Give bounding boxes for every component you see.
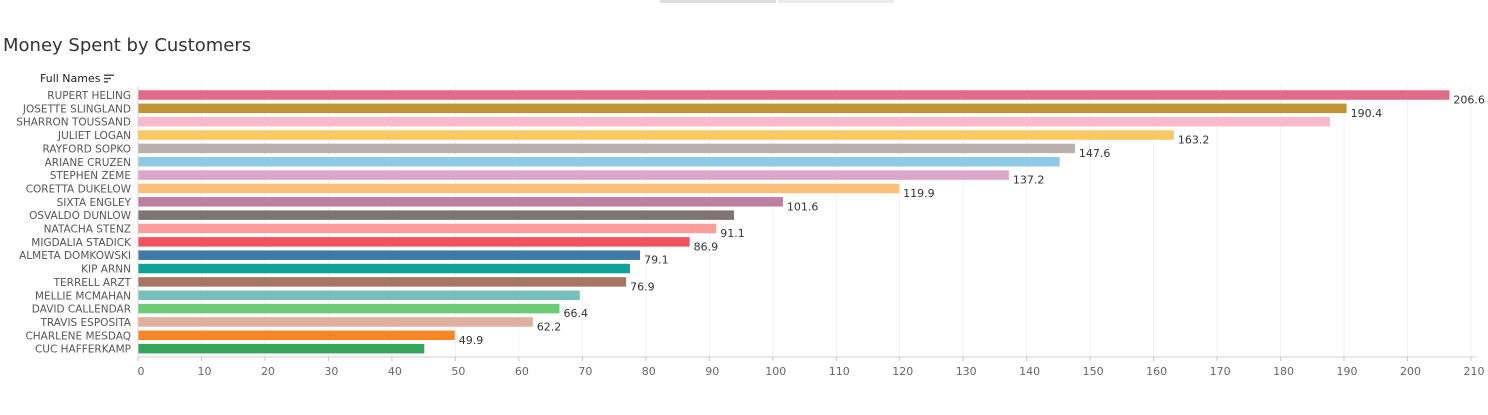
value-label: 190.4 [1351,107,1383,120]
category-label: SHARRON TOUSSAND [16,117,131,129]
value-label: 66.4 [563,307,588,320]
bar[interactable] [138,210,735,220]
bar[interactable] [138,317,533,327]
bar[interactable] [138,330,455,341]
x-tick-label: 190 [1337,365,1358,378]
bar[interactable] [138,290,580,301]
value-label: 49.9 [459,334,484,347]
category-label: KIP ARNN [81,264,131,276]
category-header-label: Full Names [40,72,101,85]
x-tick-label: 160 [1146,365,1167,378]
category-label: DAVID CALLENDAR [32,304,131,316]
category-label: OSVALDO DUNLOW [29,210,132,222]
x-tick-label: 150 [1083,365,1104,378]
bar[interactable] [138,103,1347,114]
category-label: MIGDALIA STADICK [31,237,132,249]
sort-icon[interactable] [103,74,114,83]
top-tab-2[interactable] [778,0,894,3]
x-tick-label: 200 [1400,365,1421,378]
bar[interactable] [138,263,630,274]
x-tick-label: 80 [642,365,656,378]
bar[interactable] [138,303,560,314]
category-label: RUPERT HELING [47,90,131,102]
x-tick-label: 120 [892,365,913,378]
value-label: 206.6 [1453,94,1485,107]
value-labels: 206.6 190.4 163.2 147.6 137.2 119.9 101.6 91.18… [459,94,1485,347]
category-header: Full Names [40,72,114,85]
chart-title: Money Spent by Customers [3,35,252,56]
bar[interactable] [138,116,1331,127]
x-tick-label: 90 [705,365,719,378]
category-label: CUC HAFFERKAMP [35,344,131,356]
top-tab-1[interactable] [660,0,776,3]
x-tick-label: 100 [765,365,786,378]
category-label: NATACHA STENZ [44,224,131,236]
value-label: 86.9 [694,240,719,253]
category-label: ARIANE CRUZEN [45,157,131,169]
bar[interactable] [138,157,1060,167]
bar[interactable] [138,343,425,354]
grid-lines [137,86,1472,357]
bar[interactable] [138,90,1450,100]
bar[interactable] [138,143,1075,154]
x-tick-label: 140 [1019,365,1040,378]
x-tick-label: 20 [261,365,275,378]
category-label: TERRELL ARZT [53,277,132,289]
category-label: MELLIE MCMAHAN [35,290,131,302]
category-label: CORETTA DUKELOW [26,183,132,195]
x-tick-label: 170 [1210,365,1231,378]
category-label: ALMETA DOMKOWSKI [19,250,131,262]
x-tick-label: 50 [451,365,465,378]
bar[interactable] [138,130,1174,140]
category-label: JOSETTE SLINGLAND [22,103,131,115]
value-label: 62.2 [537,320,562,333]
category-label: RAYFORD SOPKO [42,143,131,155]
bar[interactable] [138,170,1009,180]
x-tick-label: 130 [956,365,977,378]
x-tick-label: 70 [578,365,592,378]
category-label: JULIET LOGAN [57,130,131,142]
category-label: CHARLENE MESDAQ [25,330,131,342]
bar[interactable] [138,223,717,234]
category-label: TRAVIS ESPOSITA [39,317,131,329]
value-label: 91.1 [720,227,745,240]
bars [138,90,1450,354]
category-label: SIXTA ENGLEY [57,197,132,209]
x-tick-label: 180 [1273,365,1294,378]
value-label: 79.1 [644,254,669,267]
x-tick-label: 0 [138,365,145,378]
category-label: STEPHEN ZEME [50,170,131,182]
bar[interactable] [138,197,783,207]
x-tick-label: 110 [829,365,850,378]
value-label: 147.6 [1079,147,1111,160]
bar[interactable] [138,250,641,260]
value-label: 76.9 [630,280,655,293]
x-tick-label: 40 [388,365,402,378]
x-tick-label: 10 [197,365,211,378]
value-label: 101.6 [787,200,819,213]
value-label: 119.9 [903,187,935,200]
bar[interactable] [138,237,690,247]
x-tick-label: 30 [324,365,338,378]
x-tick-label: 210 [1464,365,1485,378]
value-label: 163.2 [1178,134,1210,147]
bar[interactable] [138,183,900,194]
x-tick-label: 60 [515,365,529,378]
value-label: 137.2 [1013,174,1045,187]
bar[interactable] [138,277,627,287]
x-axis: 0 10 20 30 40 50 60 70 80 90 100 110 120 130 140 150 160… [137,86,1485,378]
